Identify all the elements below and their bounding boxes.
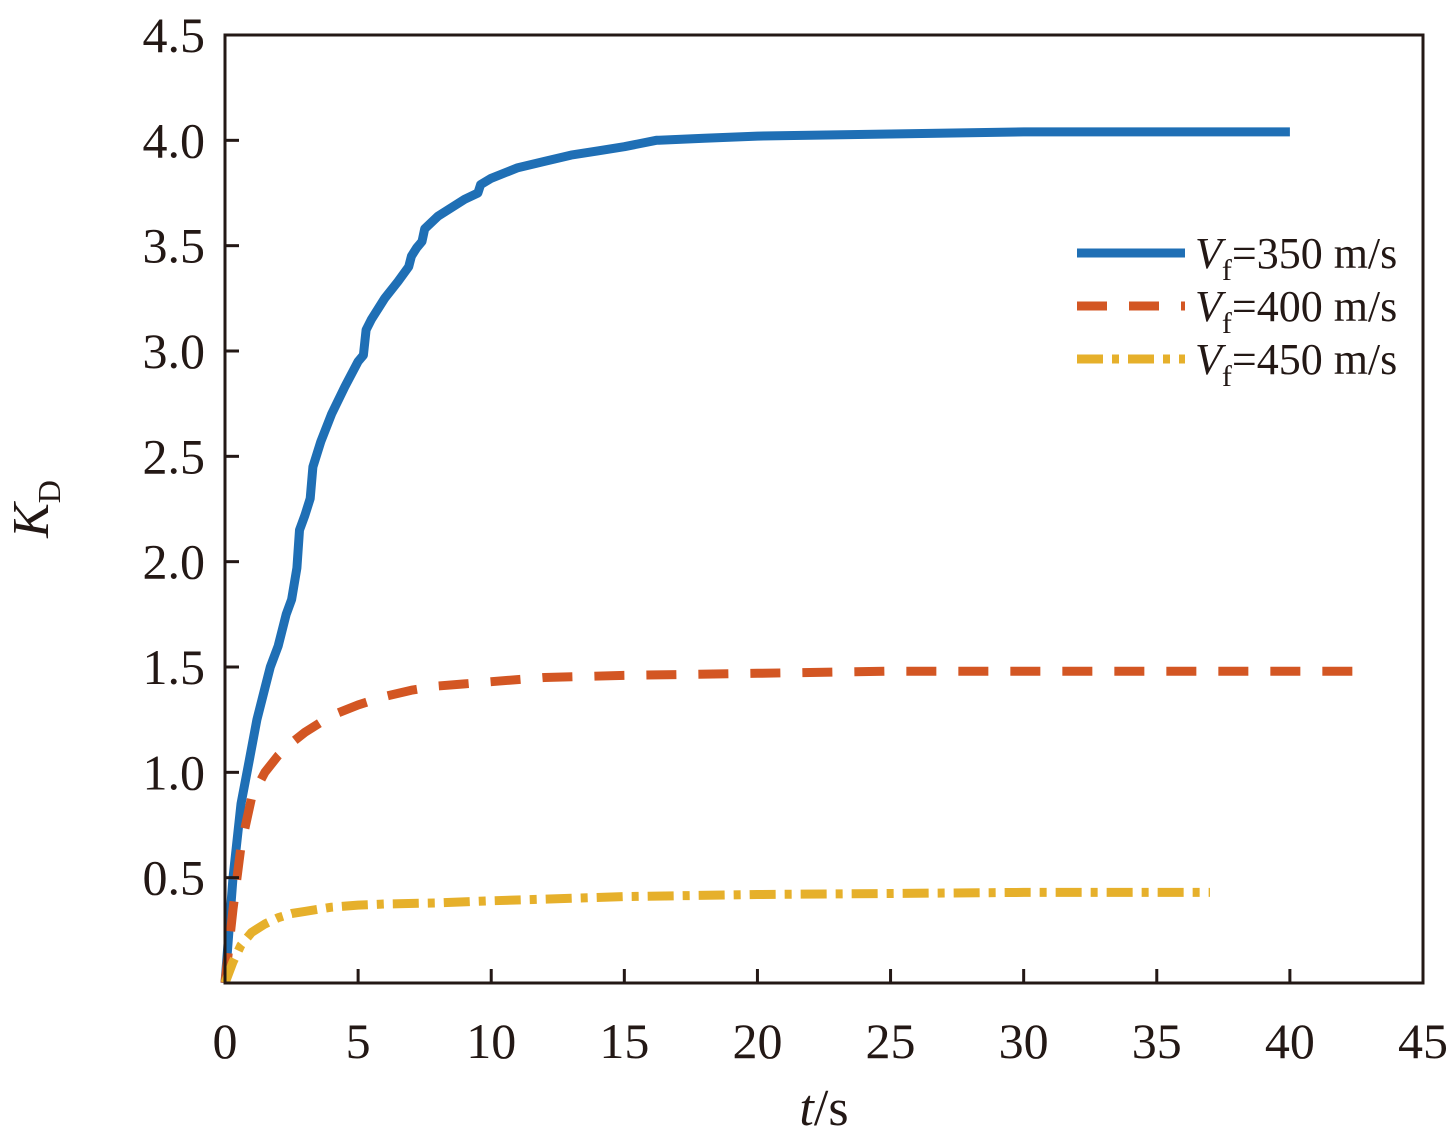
y-tick-label: 2.0: [143, 534, 206, 590]
legend-var: V: [1195, 229, 1227, 278]
legend: Vf=350 m/sVf=400 m/sVf=450 m/s: [1077, 229, 1397, 393]
label-layer: 0 5 10 15 20 25 30 35 40 45 0.5 1.0 1.5 2.0 2.5 3.0 3.5 4…: [143, 7, 1449, 1069]
x-tick-label: 35: [1132, 1013, 1182, 1069]
x-axis-unit: /s: [814, 1080, 849, 1137]
series-line-3: [220, 887, 1210, 985]
y-tick-label: 1.5: [143, 639, 206, 695]
legend-sub: f: [1222, 307, 1232, 340]
legend-sub: f: [1222, 360, 1232, 393]
series-layer: [220, 127, 1370, 985]
x-tick-label: 25: [866, 1013, 916, 1069]
y-tick-label: 2.5: [143, 428, 206, 484]
tick-layer: [225, 138, 1292, 983]
legend-rest: =450 m/s: [1232, 335, 1397, 384]
plot-frame: [223, 33, 1425, 985]
x-tick-label: 20: [732, 1013, 782, 1069]
x-tick-label: 10: [466, 1013, 516, 1069]
x-axis-var: t: [799, 1080, 815, 1137]
legend-rest: =350 m/s: [1232, 229, 1397, 278]
y-tick-label: 4.5: [143, 7, 206, 63]
legend-rest: =400 m/s: [1232, 282, 1397, 331]
y-axis-title: KD: [3, 480, 67, 539]
x-tick-label: 30: [999, 1013, 1049, 1069]
legend-label-1: Vf=350 m/s: [1195, 229, 1397, 287]
x-tick-label: 0: [213, 1013, 238, 1069]
y-tick-label: 3.5: [143, 218, 206, 274]
x-tick-label: 5: [346, 1013, 371, 1069]
y-tick-label: 0.5: [143, 850, 206, 906]
x-tick-label: 15: [599, 1013, 649, 1069]
legend-label-2: Vf=400 m/s: [1195, 282, 1397, 340]
y-axis-sub: D: [31, 480, 67, 503]
x-axis-title: t/s: [799, 1080, 848, 1137]
y-axis-var: K: [3, 501, 60, 539]
legend-label-3: Vf=450 m/s: [1195, 335, 1397, 393]
x-tick-label: 45: [1398, 1013, 1448, 1069]
y-tick-label: 4.0: [143, 112, 206, 168]
series-line-2: [220, 666, 1370, 984]
legend-var: V: [1195, 335, 1227, 384]
y-tick-label: 1.0: [143, 744, 206, 800]
legend-sub: f: [1222, 254, 1232, 287]
x-tick-label: 40: [1265, 1013, 1315, 1069]
legend-var: V: [1195, 282, 1227, 331]
series-line-1: [220, 127, 1290, 984]
y-tick-label: 3.0: [143, 323, 206, 379]
